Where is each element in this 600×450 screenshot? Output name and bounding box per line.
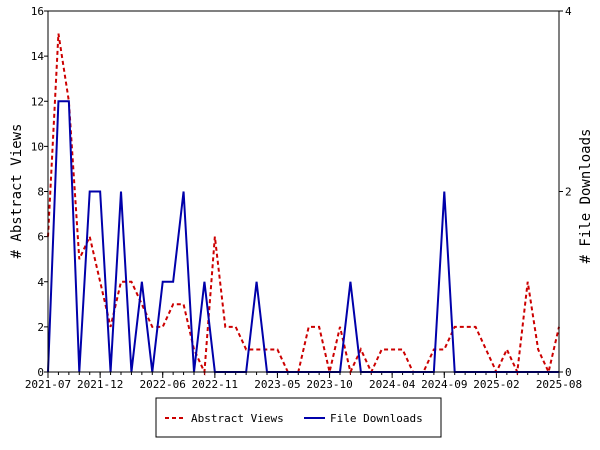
x-tick-label: 2022-11 xyxy=(192,378,238,391)
legend-label-abstract-views: Abstract Views xyxy=(191,412,284,425)
y-left-tick-label: 10 xyxy=(31,140,44,153)
y-right-axis-title: # File Downloads xyxy=(578,129,594,264)
y-left-tick-label: 4 xyxy=(37,276,44,289)
y-right-tick-labels: 0 2 4 xyxy=(565,5,572,379)
y-left-tick-label: 6 xyxy=(37,231,44,244)
y-left-tick-label: 12 xyxy=(31,95,44,108)
y-left-tick-label: 0 xyxy=(37,366,44,379)
x-tick-label: 2025-08 xyxy=(536,378,582,391)
x-tick-labels: 2021-07 2021-12 2022-06 2022-11 2023-05 2023-… xyxy=(25,378,582,391)
y-left-tick-label: 14 xyxy=(31,50,45,63)
y-right-tick-label: 4 xyxy=(565,5,572,18)
y-right-tick-label: 2 xyxy=(565,186,572,199)
x-tick-label: 2025-02 xyxy=(473,378,519,391)
y-left-tick-label: 16 xyxy=(31,5,44,18)
x-tick-label: 2023-10 xyxy=(306,378,352,391)
plot-area-frame xyxy=(47,10,560,373)
legend: Abstract Views File Downloads xyxy=(155,397,442,438)
x-tick-label: 2021-12 xyxy=(77,378,123,391)
x-tick-label: 2024-09 xyxy=(421,378,467,391)
x-tick-label: 2021-07 xyxy=(25,378,71,391)
x-tick-label: 2023-05 xyxy=(254,378,300,391)
y-left-tick-label: 2 xyxy=(37,321,44,334)
legend-box xyxy=(155,397,442,438)
series-line-file-downloads xyxy=(47,100,559,373)
y-left-tick-label: 8 xyxy=(37,186,44,199)
x-tick-label: 2024-04 xyxy=(369,378,416,391)
y-left-tick-labels: 0 2 4 6 8 10 12 14 16 xyxy=(31,5,45,379)
y-left-axis-title: # Abstract Views xyxy=(9,124,25,259)
series-line-abstract-views xyxy=(47,33,560,376)
y-right-tick-label: 0 xyxy=(565,366,572,379)
x-tick-label: 2022-06 xyxy=(140,378,186,391)
series-layer xyxy=(47,33,560,376)
legend-label-file-downloads: File Downloads xyxy=(330,412,423,425)
